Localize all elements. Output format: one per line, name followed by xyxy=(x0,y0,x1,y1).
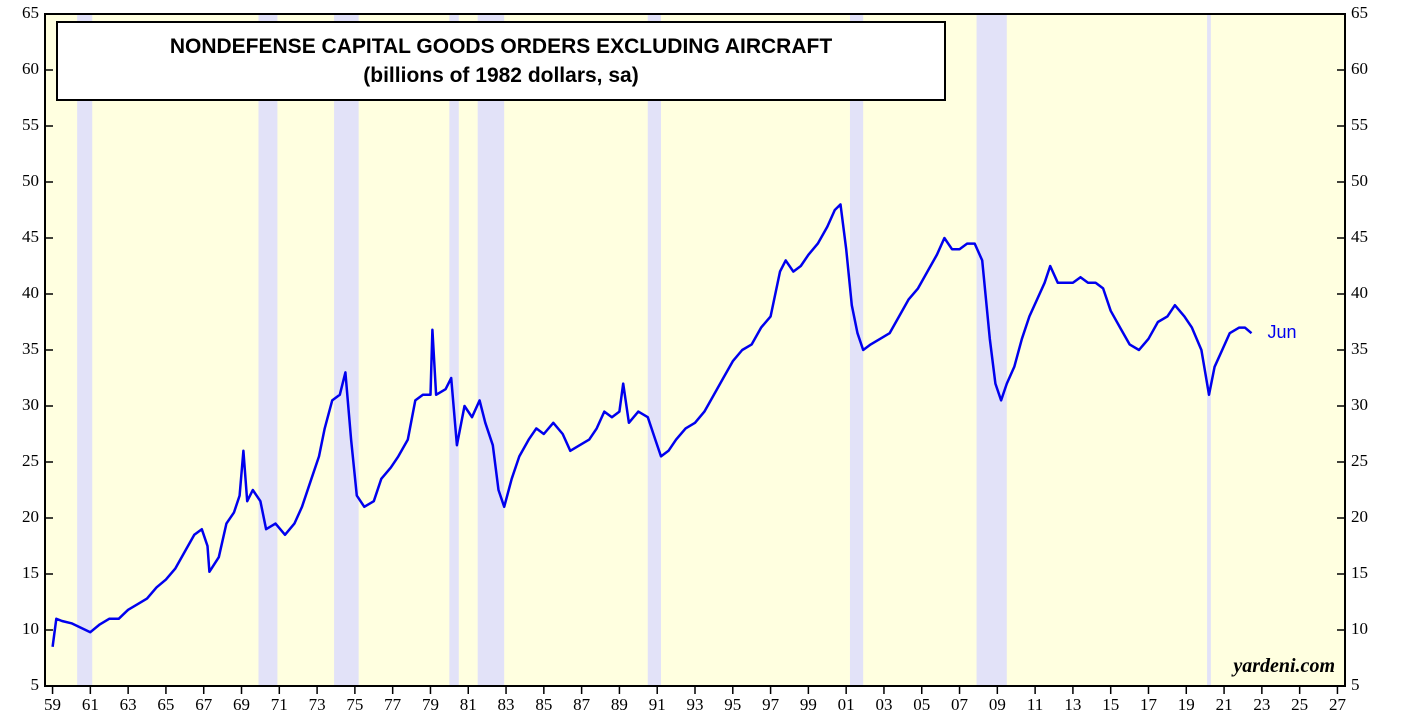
y2-tick-label: 45 xyxy=(1351,227,1368,246)
y2-tick-label: 60 xyxy=(1351,59,1368,78)
x-tick-label: 75 xyxy=(346,695,363,714)
x-tick-label: 95 xyxy=(724,695,741,714)
chart-subtitle: (billions of 1982 dollars, sa) xyxy=(363,64,638,87)
y2-tick-label: 40 xyxy=(1351,283,1368,302)
x-tick-label: 09 xyxy=(989,695,1006,714)
x-tick-label: 11 xyxy=(1027,695,1043,714)
x-tick-label: 01 xyxy=(838,695,855,714)
x-tick-label: 91 xyxy=(649,695,666,714)
chart-title: NONDEFENSE CAPITAL GOODS ORDERS EXCLUDIN… xyxy=(170,35,832,58)
recession-band xyxy=(449,14,459,686)
recession-band xyxy=(334,14,359,686)
y2-tick-label: 65 xyxy=(1351,3,1368,22)
x-tick-label: 67 xyxy=(195,695,213,714)
recession-band xyxy=(477,14,505,686)
x-tick-label: 63 xyxy=(120,695,137,714)
x-tick-label: 25 xyxy=(1291,695,1308,714)
y2-tick-label: 55 xyxy=(1351,115,1368,134)
end-annotation: Jun xyxy=(1267,322,1296,342)
y-tick-label: 5 xyxy=(31,675,40,694)
y2-tick-label: 50 xyxy=(1351,171,1368,190)
source: yardeni.com xyxy=(1231,655,1335,677)
x-tick-label: 61 xyxy=(82,695,99,714)
recession-band xyxy=(849,14,864,686)
y-tick-label: 40 xyxy=(22,283,39,302)
y-tick-label: 50 xyxy=(22,171,39,190)
x-tick-label: 21 xyxy=(1216,695,1233,714)
x-tick-label: 81 xyxy=(460,695,477,714)
y-tick-label: 30 xyxy=(22,395,39,414)
x-tick-label: 13 xyxy=(1064,695,1081,714)
x-tick-label: 17 xyxy=(1140,695,1158,714)
x-tick-label: 05 xyxy=(913,695,930,714)
x-tick-label: 71 xyxy=(271,695,288,714)
y2-tick-label: 10 xyxy=(1351,619,1368,638)
y2-tick-label: 25 xyxy=(1351,451,1368,470)
y2-tick-label: 5 xyxy=(1351,675,1360,694)
x-tick-label: 73 xyxy=(309,695,326,714)
x-tick-label: 27 xyxy=(1329,695,1347,714)
x-tick-label: 15 xyxy=(1102,695,1119,714)
recession-band xyxy=(77,14,93,686)
x-tick-label: 87 xyxy=(573,695,591,714)
series-line xyxy=(51,203,1253,647)
y2-tick-label: 15 xyxy=(1351,563,1368,582)
x-tick-label: 77 xyxy=(384,695,402,714)
recession-band xyxy=(1207,14,1211,686)
x-tick-label: 89 xyxy=(611,695,628,714)
x-tick-label: 59 xyxy=(44,695,61,714)
y-tick-label: 55 xyxy=(22,115,39,134)
x-tick-label: 19 xyxy=(1178,695,1195,714)
recession-band xyxy=(258,14,278,686)
recession-band xyxy=(647,14,661,686)
x-tick-label: 97 xyxy=(762,695,780,714)
x-tick-label: 69 xyxy=(233,695,250,714)
title-box xyxy=(56,21,946,101)
y-tick-label: 25 xyxy=(22,451,39,470)
y-tick-label: 20 xyxy=(22,507,39,526)
x-tick-label: 93 xyxy=(687,695,704,714)
y-tick-label: 15 xyxy=(22,563,39,582)
y2-tick-label: 20 xyxy=(1351,507,1368,526)
x-tick-label: 79 xyxy=(422,695,439,714)
x-tick-label: 83 xyxy=(498,695,515,714)
y-tick-label: 35 xyxy=(22,339,39,358)
x-tick-label: 23 xyxy=(1253,695,1270,714)
x-tick-label: 85 xyxy=(535,695,552,714)
x-tick-label: 03 xyxy=(875,695,892,714)
y-tick-label: 60 xyxy=(22,59,39,78)
plot-background xyxy=(45,14,1345,686)
x-tick-label: 07 xyxy=(951,695,969,714)
y2-tick-label: 30 xyxy=(1351,395,1368,414)
x-tick-label: 65 xyxy=(157,695,174,714)
x-tick-label: 99 xyxy=(800,695,817,714)
y-tick-label: 45 xyxy=(22,227,39,246)
y-tick-label: 10 xyxy=(22,619,39,638)
y-tick-label: 65 xyxy=(22,3,39,22)
y2-tick-label: 35 xyxy=(1351,339,1368,358)
